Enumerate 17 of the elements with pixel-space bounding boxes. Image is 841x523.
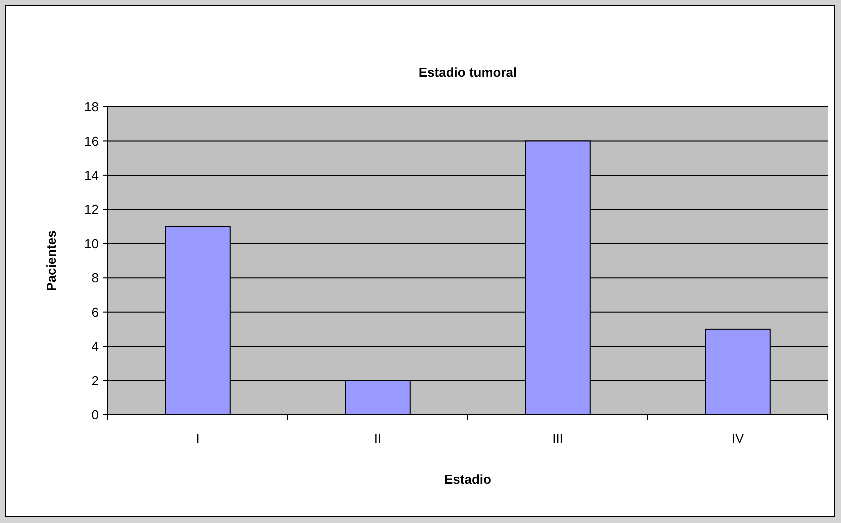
y-tick-label: 10 (84, 236, 99, 252)
x-tick-label: II (374, 431, 382, 446)
y-tick-label: 0 (92, 408, 99, 423)
x-tick-label: III (552, 431, 564, 446)
y-tick-label: 16 (84, 134, 99, 149)
x-tick-label: I (196, 431, 200, 446)
y-tick-label: 14 (84, 168, 99, 183)
y-axis-title: Pacientes (44, 230, 59, 292)
y-tick-label: 2 (92, 373, 99, 388)
x-tick-label: IV (732, 431, 744, 446)
y-tick-label: 8 (92, 270, 99, 286)
y-tick-label: 6 (92, 304, 99, 320)
y-tick-label: 12 (84, 202, 99, 218)
x-axis-title: Estadio (444, 472, 492, 487)
y-tick-label: 4 (92, 339, 99, 354)
y-tick-label: 18 (84, 100, 99, 115)
chart-title: Estadio tumoral (418, 65, 518, 80)
